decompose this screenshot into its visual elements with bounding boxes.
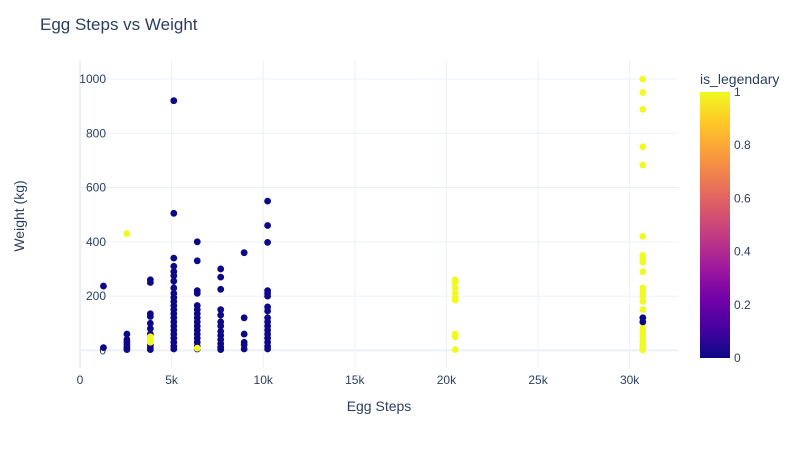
data-point[interactable] — [639, 143, 647, 151]
data-point[interactable] — [217, 311, 225, 319]
data-point[interactable] — [170, 209, 178, 217]
data-point[interactable] — [639, 268, 647, 276]
colorbar: is_legendary 0 0.2 0.4 0.6 0.8 1 — [700, 71, 779, 365]
data-point[interactable] — [217, 322, 225, 330]
data-points[interactable] — [100, 75, 647, 354]
y-tick-label: 200 — [86, 289, 106, 303]
x-tick-label: 20k — [437, 373, 457, 387]
data-point[interactable] — [217, 306, 225, 314]
data-point[interactable] — [170, 345, 178, 353]
data-point[interactable] — [146, 319, 154, 327]
colorbar-tick-label: 0.8 — [734, 138, 751, 152]
data-point[interactable] — [264, 238, 272, 246]
data-point[interactable] — [639, 258, 647, 266]
data-point[interactable] — [639, 306, 647, 314]
x-tick-label: 0 — [77, 373, 84, 387]
data-point[interactable] — [100, 344, 107, 352]
grid-layer — [79, 60, 678, 368]
y-tick-label: 400 — [86, 235, 106, 249]
data-point[interactable] — [639, 292, 647, 300]
chart-title: Egg Steps vs Weight — [40, 15, 198, 34]
data-point[interactable] — [170, 97, 178, 105]
y-axis-label: Weight (kg) — [11, 180, 27, 251]
x-tick-label: 5k — [165, 373, 179, 387]
data-point[interactable] — [170, 272, 178, 280]
data-point[interactable] — [240, 345, 248, 353]
data-point[interactable] — [217, 273, 225, 281]
colorbar-tick-label: 0.2 — [734, 298, 751, 312]
data-point[interactable] — [264, 222, 272, 229]
x-tick-label: 30k — [620, 373, 640, 387]
data-point[interactable] — [451, 296, 459, 304]
data-point[interactable] — [146, 338, 154, 346]
data-point[interactable] — [451, 333, 459, 341]
data-point[interactable] — [193, 344, 201, 352]
data-point[interactable] — [123, 330, 131, 338]
x-axis-label: Egg Steps — [347, 398, 412, 414]
data-point[interactable] — [170, 262, 178, 270]
data-point[interactable] — [639, 161, 647, 169]
data-point[interactable] — [639, 232, 647, 240]
data-point[interactable] — [217, 265, 225, 273]
data-point[interactable] — [639, 346, 647, 354]
colorbar-gradient — [700, 92, 730, 358]
data-point[interactable] — [123, 230, 131, 238]
colorbar-title: is_legendary — [700, 71, 779, 87]
data-point[interactable] — [146, 325, 154, 333]
data-point[interactable] — [451, 279, 459, 286]
data-point[interactable] — [170, 277, 178, 285]
data-point[interactable] — [264, 197, 272, 205]
data-point[interactable] — [146, 346, 154, 353]
data-point[interactable] — [170, 284, 178, 292]
data-point[interactable] — [240, 330, 248, 338]
data-point[interactable] — [123, 346, 131, 353]
y-tick-labels: 02004006008001000 — [79, 72, 106, 357]
data-point[interactable] — [240, 314, 248, 322]
colorbar-tick-label: 1 — [734, 85, 741, 99]
data-point[interactable] — [451, 284, 459, 292]
x-tick-label: 25k — [528, 373, 548, 387]
data-point[interactable] — [240, 249, 248, 257]
x-tick-label: 15k — [345, 373, 365, 387]
colorbar-tick-label: 0.6 — [734, 191, 751, 205]
x-tick-label: 10k — [254, 373, 274, 387]
data-point[interactable] — [639, 89, 647, 96]
colorbar-tick-labels: 0 0.2 0.4 0.6 0.8 1 — [734, 85, 751, 365]
x-tick-labels: 0 5k 10k 15k 20k 25k 30k — [77, 373, 641, 387]
data-point[interactable] — [264, 307, 272, 315]
y-tick-label: 800 — [86, 126, 106, 140]
data-point[interactable] — [100, 282, 107, 290]
data-point[interactable] — [193, 238, 201, 246]
data-point[interactable] — [264, 345, 272, 353]
data-point[interactable] — [193, 257, 201, 265]
data-point[interactable] — [170, 254, 178, 262]
y-tick-label: 1000 — [79, 72, 106, 86]
data-point[interactable] — [217, 285, 225, 293]
colorbar-tick-label: 0.4 — [734, 245, 751, 259]
data-point[interactable] — [639, 298, 647, 305]
data-point[interactable] — [639, 75, 647, 83]
data-point[interactable] — [451, 346, 459, 353]
data-point[interactable] — [217, 346, 225, 353]
data-point[interactable] — [146, 313, 154, 320]
data-point[interactable] — [264, 292, 272, 300]
data-point[interactable] — [639, 105, 647, 113]
data-point[interactable] — [639, 318, 647, 326]
colorbar-tick-label: 0 — [734, 351, 741, 365]
data-point[interactable] — [146, 279, 154, 286]
y-tick-label: 600 — [86, 181, 106, 195]
data-point[interactable] — [193, 289, 201, 297]
